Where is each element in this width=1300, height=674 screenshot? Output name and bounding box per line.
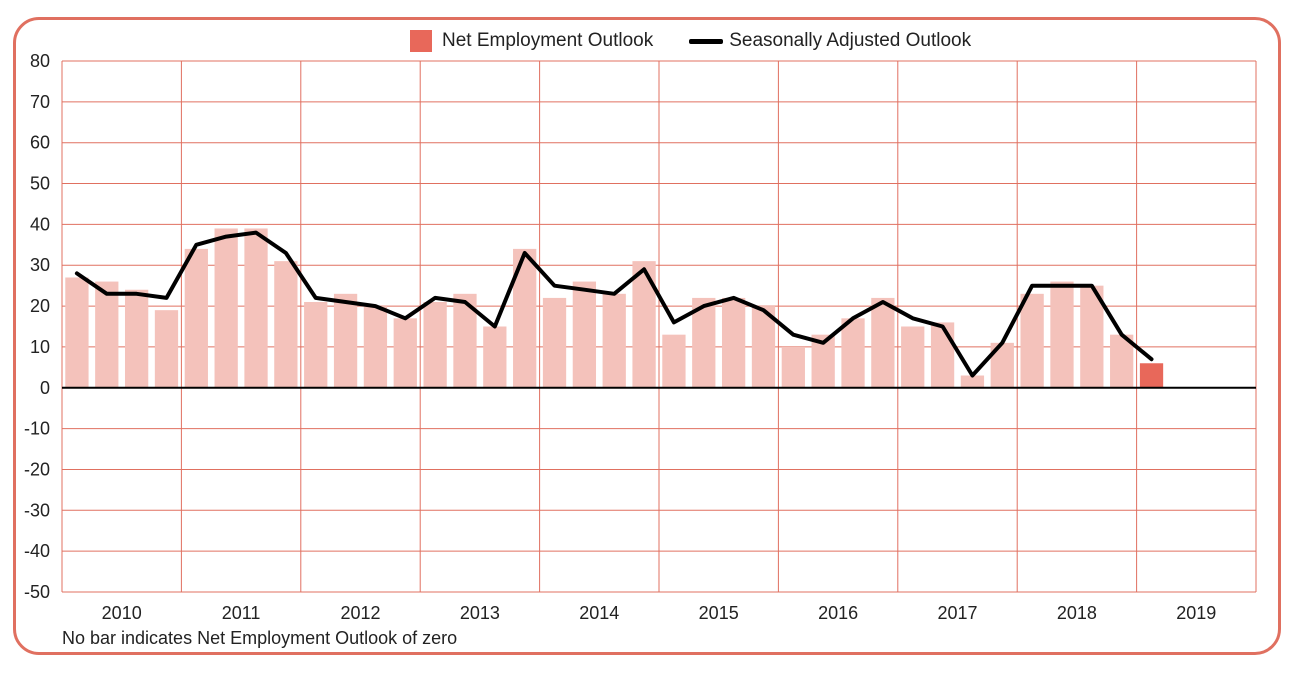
bar [1110, 334, 1134, 388]
y-tick-label: 80 [30, 51, 50, 71]
bar [602, 293, 626, 388]
x-tick-label: 2019 [1176, 603, 1216, 623]
bar [871, 297, 895, 388]
legend-line-label: Seasonally Adjusted Outlook [729, 30, 972, 51]
bar [513, 248, 537, 388]
bar [721, 297, 746, 388]
legend-bar-label: Net Employment Outlook [442, 30, 654, 51]
bar [65, 277, 89, 388]
legend-line-swatch [689, 38, 724, 44]
bar-series [65, 228, 1164, 388]
bar [274, 261, 298, 388]
bar [1020, 293, 1044, 388]
bar [1080, 285, 1104, 388]
bar [154, 310, 179, 388]
bar [960, 375, 985, 388]
bar [244, 228, 268, 388]
y-tick-label: 40 [30, 214, 50, 234]
bar [453, 293, 477, 388]
y-tick-label: -40 [24, 541, 50, 561]
bar [901, 326, 925, 388]
x-tick-label: 2017 [937, 603, 977, 623]
x-tick-label: 2014 [579, 603, 619, 623]
x-tick-label: 2011 [222, 603, 261, 623]
bar [124, 289, 149, 388]
bar [393, 318, 417, 388]
bar [781, 346, 805, 388]
grid [61, 60, 1257, 593]
x-tick-label: 2018 [1057, 603, 1097, 623]
y-tick-label: -10 [24, 419, 50, 439]
legend-bar-swatch [410, 30, 432, 52]
bar [333, 293, 358, 388]
bar [632, 261, 656, 388]
bar [841, 318, 865, 388]
bar [214, 228, 238, 388]
x-tick-label: 2016 [818, 603, 858, 623]
x-tick-label: 2015 [699, 603, 739, 623]
legend-item-line: Seasonally Adjusted Outlook [689, 30, 971, 52]
bar [751, 306, 776, 388]
y-tick-label: 10 [30, 337, 50, 357]
bar [662, 334, 686, 388]
legend: Net Employment Outlook Seasonally Adjust… [410, 28, 1007, 54]
bar [1139, 363, 1164, 388]
y-tick-label: 50 [30, 174, 50, 194]
y-tick-label: 60 [30, 133, 50, 153]
bar [1050, 281, 1074, 388]
y-tick-label: 70 [30, 92, 50, 112]
bar [930, 322, 955, 388]
chart-frame [13, 17, 1281, 655]
x-tick-label: 2012 [340, 603, 380, 623]
bar [95, 281, 119, 388]
x-tick-label: 2013 [460, 603, 500, 623]
y-tick-label: 30 [30, 255, 50, 275]
bar [423, 301, 447, 388]
footnote: No bar indicates Net Employment Outlook … [62, 628, 458, 648]
bar [363, 306, 388, 388]
bar [483, 326, 507, 388]
y-tick-label: 20 [30, 296, 50, 316]
bar [304, 301, 328, 388]
x-tick-label: 2010 [102, 603, 142, 623]
bar [692, 297, 716, 388]
line-series [74, 230, 1154, 378]
legend-item-bar: Net Employment Outlook [410, 30, 653, 52]
bar [572, 281, 597, 388]
y-tick-label: -20 [24, 459, 50, 479]
bar [811, 334, 835, 388]
y-tick-label: -30 [24, 500, 50, 520]
bar [184, 248, 208, 388]
bar [542, 297, 567, 388]
bar [990, 342, 1014, 388]
y-tick-label: -50 [24, 582, 50, 602]
y-tick-label: 0 [40, 378, 50, 398]
